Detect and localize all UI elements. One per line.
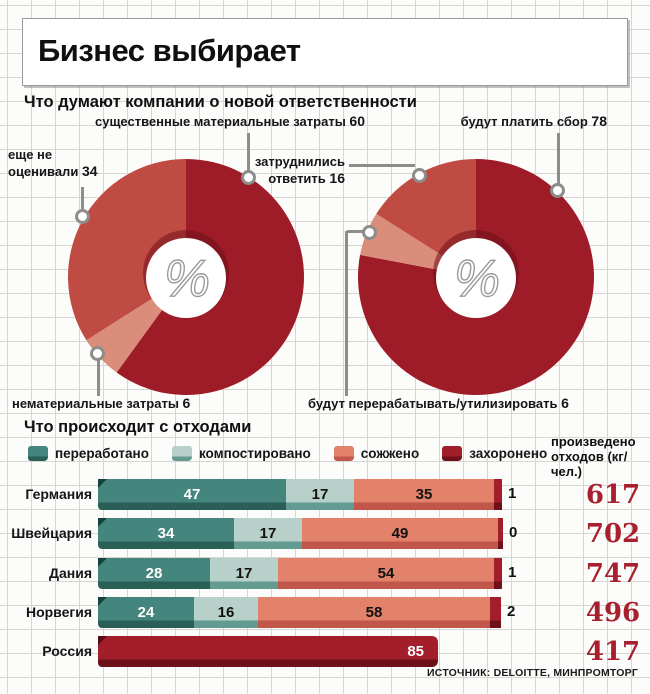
legend-swatch-buried [442, 446, 463, 461]
donut-hole [146, 238, 226, 318]
bar-value-label-buried: 1 [508, 485, 517, 502]
stacked-bar-row: 85 [98, 636, 438, 667]
callout-value: 6 [561, 395, 569, 411]
section-heading-opinions: Что думают компании о новой ответственно… [24, 93, 417, 111]
bar-left-notch [98, 558, 107, 567]
donut-chart-opinions-left: % [67, 159, 305, 395]
section-heading-waste: Что происходит с отходами [24, 418, 252, 436]
bar-segment-composted: 17 [234, 518, 302, 549]
bar-value-label-buried: 2 [507, 603, 516, 620]
callout-text: будут перерабатывать/утилизировать [308, 396, 558, 411]
legend-label: компостировано [198, 446, 311, 461]
bar-segment-recycled: 47 [98, 479, 286, 510]
callout-value: 16 [329, 169, 345, 186]
bar-segment-buried [494, 479, 502, 510]
bar-segment-burned: 35 [354, 479, 494, 510]
callout-text: еще не оценивали [8, 147, 79, 179]
legend-label: сожжено [360, 446, 420, 461]
produced-waste-value: 617 [585, 480, 641, 510]
title-box: Бизнес выбирает [22, 18, 628, 86]
produced-waste-value: 496 [585, 598, 641, 628]
legend-item-composted: компостировано [171, 446, 311, 461]
callout-text: будут платить сбор [460, 114, 588, 129]
callout-marker [550, 183, 565, 198]
leader-line [349, 164, 415, 167]
percent-symbol: % [164, 250, 210, 308]
callout-text: нематериальные затраты [12, 396, 179, 411]
legend-swatch-burned [333, 446, 354, 461]
leader-line [345, 231, 348, 396]
bar-segment-buried [490, 597, 501, 628]
bar-country-label: Швейцария [11, 525, 92, 541]
bar-left-notch [98, 597, 107, 606]
bar-segment-recycled: 28 [98, 558, 210, 589]
source-credit: ИСТОЧНИК: DELOITTE, МИНПРОМТОРГ [427, 667, 638, 679]
bar-segment-buried: 85 [98, 636, 438, 667]
legend-swatch-composted [171, 446, 192, 461]
bar-segment-recycled: 34 [98, 518, 234, 549]
stacked-bar-row: 24 16 58 [98, 597, 501, 628]
legend-label: переработано [55, 446, 149, 461]
callout-marker [362, 225, 377, 240]
bar-left-notch [98, 636, 107, 645]
bar-segment-buried [494, 558, 502, 589]
callout-text: затруднились ответить [254, 154, 345, 186]
callout-marker [75, 209, 90, 224]
bar-segment-burned: 54 [278, 558, 494, 589]
bar-value-label-buried: 1 [508, 564, 517, 581]
bar-segment-buried [498, 518, 503, 549]
callout-value: 60 [349, 113, 365, 129]
callout-nonmaterial-costs: нематериальные затраты 6 [12, 395, 262, 412]
bar-value-label-buried: 0 [509, 524, 518, 541]
bar-segment-composted: 17 [210, 558, 278, 589]
callout-pay-fee: будут платить сбор 78 [420, 113, 607, 130]
callout-marker [412, 168, 427, 183]
callout-value: 78 [591, 113, 607, 129]
bar-value-label: 85 [407, 643, 424, 660]
leader-line [247, 133, 250, 171]
callout-value: 6 [182, 395, 191, 411]
legend-swatch-recycled [28, 446, 48, 461]
donut-hole [436, 238, 516, 318]
bar-segment-composted: 17 [286, 479, 354, 510]
callout-material-costs: существенные материальные затраты 60 [80, 113, 380, 130]
callout-value: 34 [81, 162, 98, 179]
legend-label: захоронено [469, 446, 548, 461]
page-title: Бизнес выбирает [38, 33, 301, 68]
bar-segment-burned: 49 [302, 518, 498, 549]
bar-segment-burned: 58 [258, 597, 490, 628]
bar-country-label: Норвегия [25, 604, 92, 620]
leader-line [557, 133, 560, 184]
legend-item-recycled: переработано [28, 446, 149, 461]
bar-country-label: Германия [25, 486, 92, 502]
percent-symbol: % [454, 250, 500, 308]
callout-will-recycle: будут перерабатывать/утилизировать 6 [308, 395, 598, 412]
bar-segment-composted: 16 [194, 597, 258, 628]
leader-line [97, 358, 100, 396]
bar-country-label: Россия [42, 643, 92, 659]
produced-waste-header: произведено отходов (кг/чел.) [551, 434, 636, 479]
callout-marker [241, 170, 256, 185]
bar-country-label: Дания [49, 565, 92, 581]
callout-text: существенные материальные затраты [95, 114, 346, 129]
leader-line [347, 230, 364, 233]
bar-segment-recycled: 24 [98, 597, 194, 628]
callout-not-evaluated: еще не оценивали 34 [8, 147, 112, 179]
legend-item-buried: захоронено [442, 446, 547, 461]
leader-line [81, 187, 84, 210]
callout-marker [90, 346, 105, 361]
legend-item-burned: сожжено [333, 446, 420, 461]
callout-hard-to-answer: затруднились ответить 16 [235, 154, 345, 186]
produced-waste-value: 702 [585, 519, 641, 549]
bar-left-notch [98, 479, 107, 488]
produced-waste-value: 417 [585, 637, 641, 667]
bar-left-notch [98, 518, 107, 527]
donut-chart-opinions-right: % [358, 159, 595, 395]
stacked-bar-row: 28 17 54 [98, 558, 502, 589]
stacked-bar-row: 34 17 49 [98, 518, 503, 549]
bar-chart-legend: переработано компостировано сожжено захо… [28, 446, 547, 461]
produced-waste-value: 747 [585, 559, 641, 589]
stacked-bar-row: 47 17 35 [98, 479, 502, 510]
